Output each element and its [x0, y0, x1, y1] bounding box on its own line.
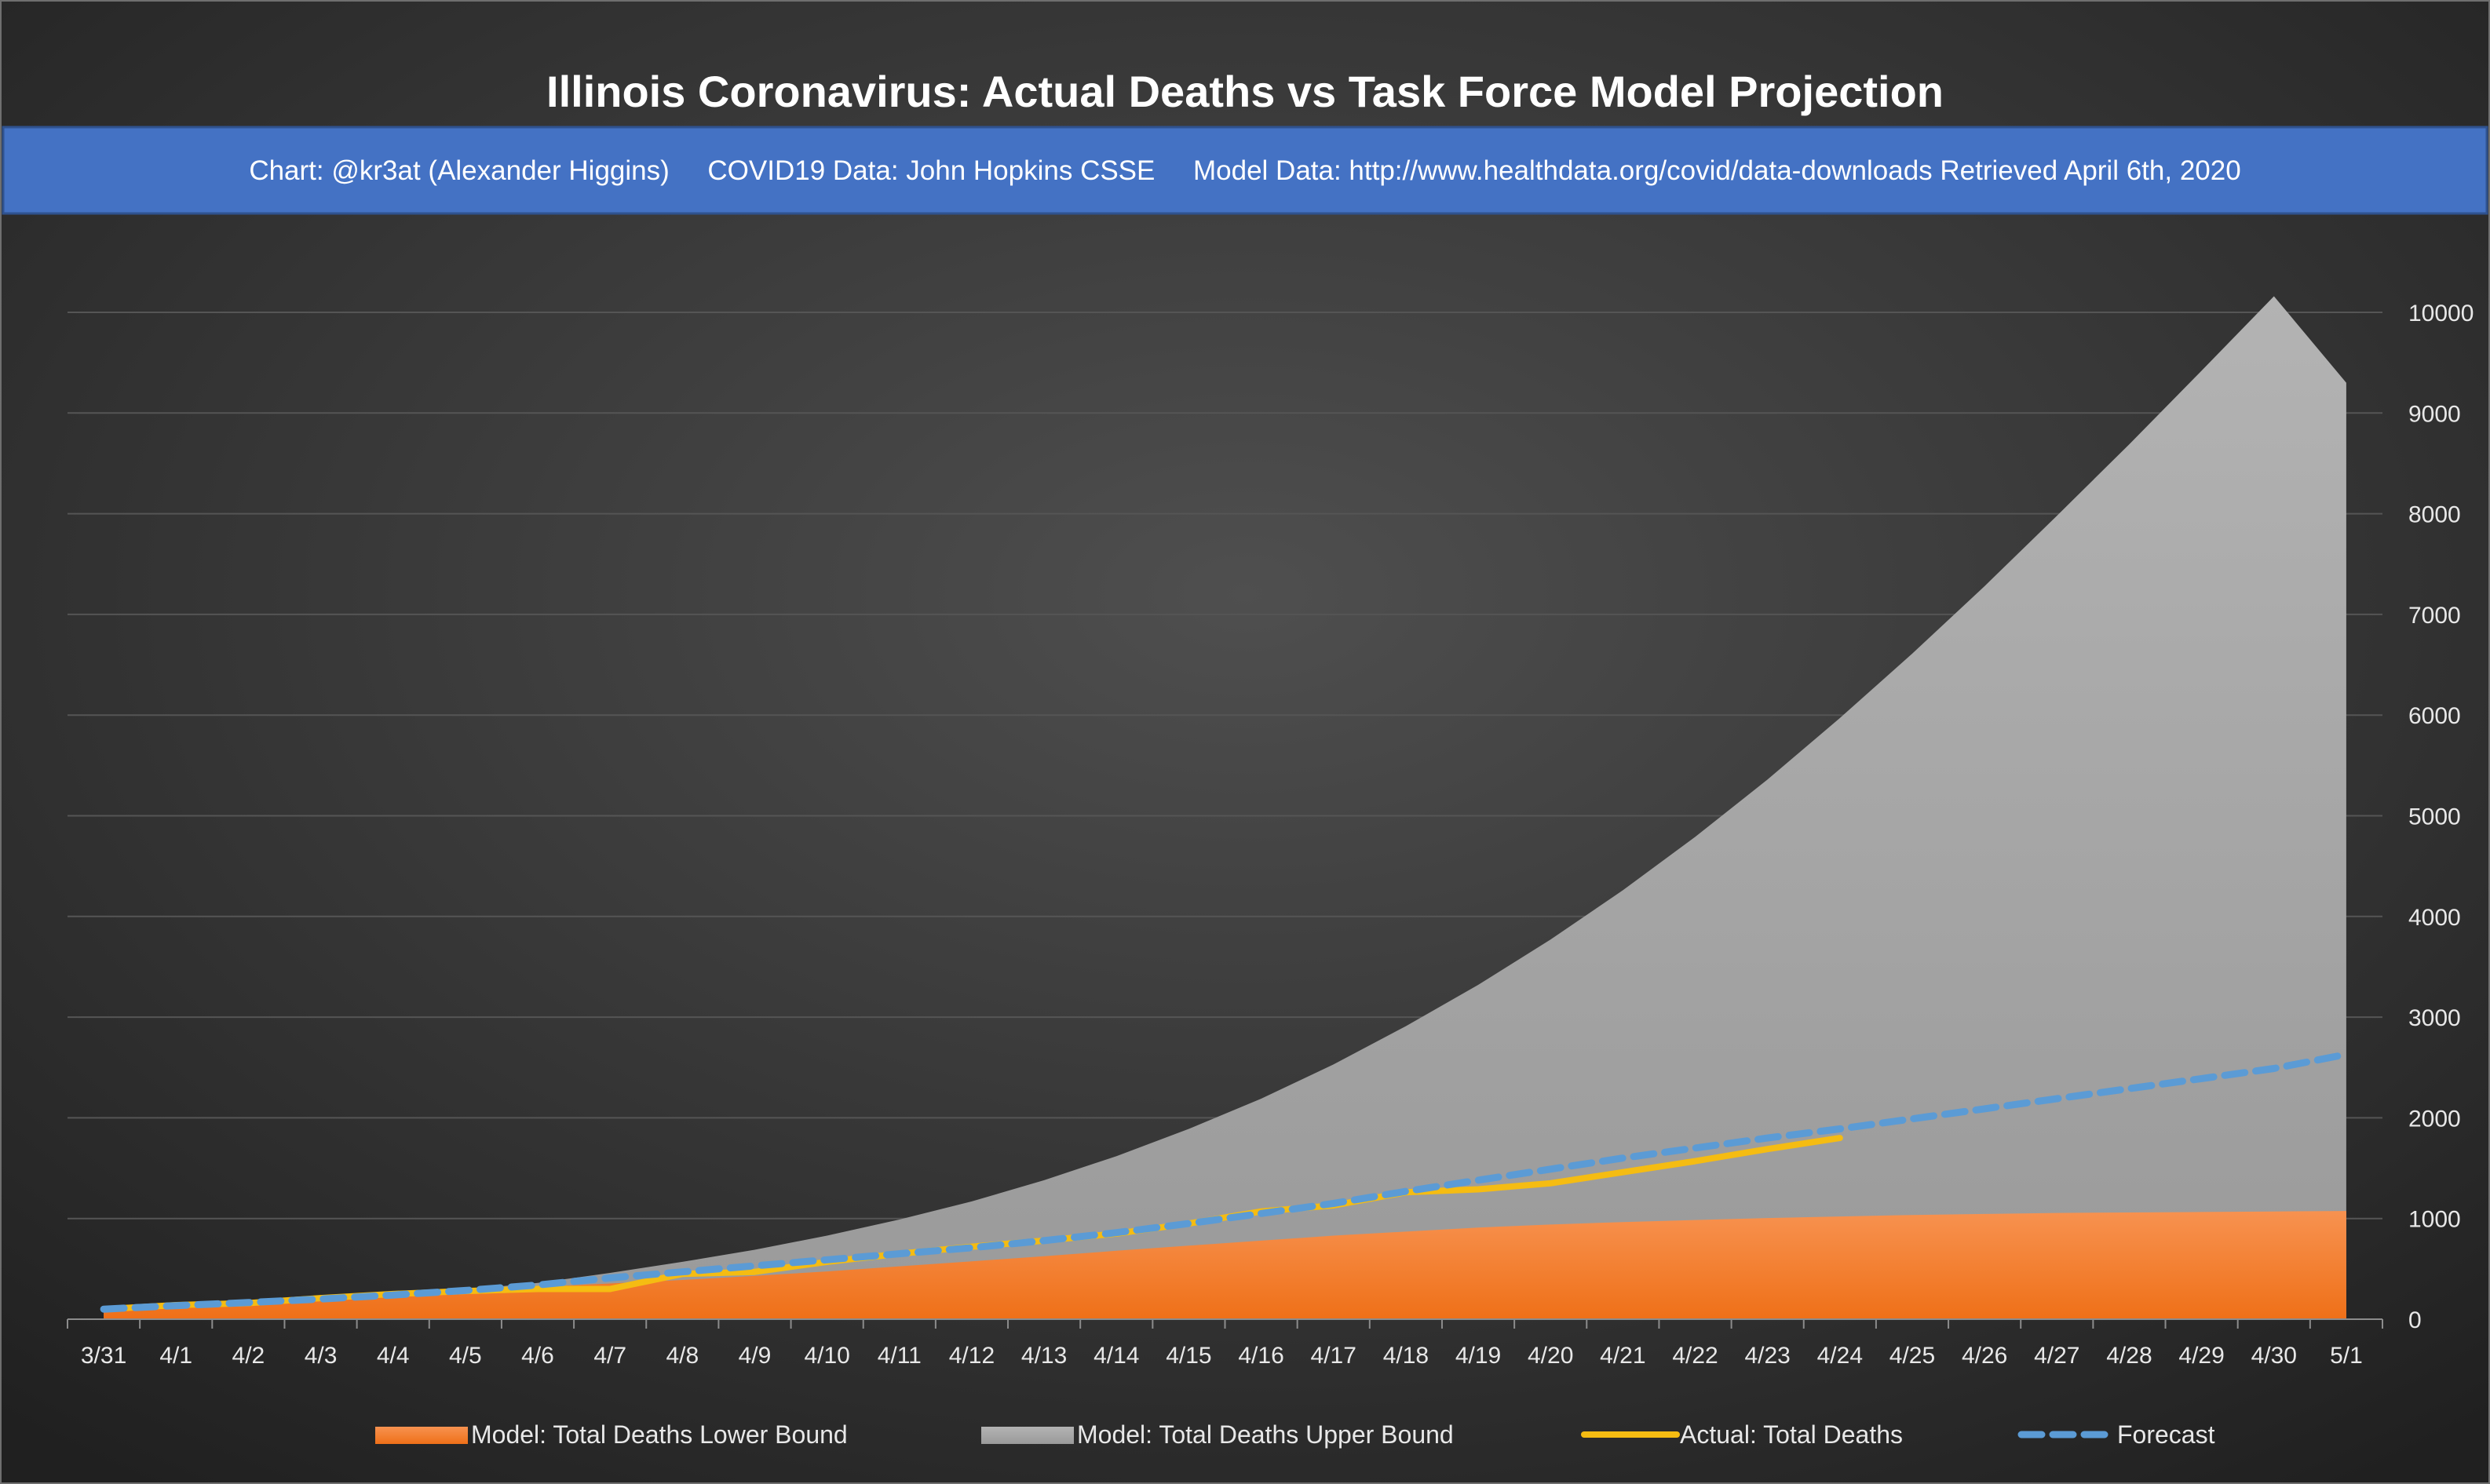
y-tick-label: 1000 [2408, 1207, 2461, 1233]
x-tick-label: 4/11 [878, 1343, 922, 1369]
legend-item-actual-total-deaths: Actual: Total Deaths [1581, 1420, 1903, 1449]
area-model-total-deaths-upper-bound [104, 296, 2346, 1319]
x-tick-label: 4/29 [2178, 1343, 2224, 1369]
y-tick-label: 8000 [2408, 502, 2461, 528]
y-tick-label: 6000 [2408, 703, 2461, 729]
legend-label: Model: Total Deaths Lower Bound [471, 1420, 848, 1449]
legend-item-model-total-deaths-lower-bound: Model: Total Deaths Lower Bound [375, 1420, 848, 1449]
x-tick-label: 4/24 [1817, 1343, 1863, 1369]
legend-label: Model: Total Deaths Upper Bound [1077, 1420, 1454, 1449]
x-tick-label: 4/8 [666, 1343, 699, 1369]
x-tick-label: 4/6 [521, 1343, 554, 1369]
y-tick-label: 3000 [2408, 1005, 2461, 1031]
x-tick-label: 4/18 [1383, 1343, 1429, 1369]
x-tick-label: 4/4 [377, 1343, 410, 1369]
line-forecast [100, 1051, 2350, 1313]
legend-swatch [375, 1427, 468, 1444]
area-layer [104, 296, 2346, 1319]
x-tick-label: 4/27 [2034, 1343, 2079, 1369]
x-tick-label: 4/19 [1455, 1343, 1501, 1369]
legend-swatch [981, 1427, 1074, 1444]
area-model-total-deaths-lower-bound [104, 1211, 2346, 1319]
y-tick-label: 0 [2408, 1307, 2422, 1333]
legend-item-model-total-deaths-upper-bound: Model: Total Deaths Upper Bound [981, 1420, 1454, 1449]
x-tick-label: 4/5 [449, 1343, 482, 1369]
x-tick-label: 4/2 [232, 1343, 265, 1369]
y-tick-label: 10000 [2408, 301, 2474, 326]
chart-subtitle: Chart: @kr3at (Alexander Higgins) COVID1… [249, 155, 2240, 186]
x-tick-label: 4/22 [1672, 1343, 1718, 1369]
x-tick-label: 4/25 [1889, 1343, 1935, 1369]
x-tick-label: 4/10 [804, 1343, 849, 1369]
x-tick-label: 4/9 [739, 1343, 772, 1369]
y-tick-label: 2000 [2408, 1106, 2461, 1132]
y-tick-label: 7000 [2408, 603, 2461, 629]
legend-item-forecast: Forecast [2017, 1420, 2215, 1449]
x-tick-label: 4/7 [593, 1343, 626, 1369]
x-tick-label: 4/20 [1528, 1343, 1573, 1369]
x-tick-label: 4/15 [1166, 1343, 1211, 1369]
line-layer [100, 1051, 2350, 1313]
x-tick-label: 4/30 [2251, 1343, 2297, 1369]
y-tick-label: 4000 [2408, 905, 2461, 931]
x-tick-label: 3/31 [81, 1343, 126, 1369]
x-tick-label: 4/16 [1238, 1343, 1283, 1369]
x-tick-label: 4/1 [159, 1343, 192, 1369]
y-tick-label: 9000 [2408, 401, 2461, 427]
x-tick-label: 4/26 [1962, 1343, 2007, 1369]
legend-label: Forecast [2117, 1420, 2215, 1449]
subtitle-banner [2, 126, 2488, 215]
axis-layer: 0 1000 2000 3000 4000 5000 6000 7000 8000 9000 100… [67, 301, 2474, 1369]
x-tick-label: 4/12 [949, 1343, 995, 1369]
x-tick-label: 4/13 [1021, 1343, 1067, 1369]
x-tick-label: 4/17 [1311, 1343, 1356, 1369]
x-tick-label: 5/1 [2330, 1343, 2363, 1369]
x-tick-label: 4/21 [1600, 1343, 1645, 1369]
x-tick-label: 4/23 [1744, 1343, 1790, 1369]
legend-label: Actual: Total Deaths [1680, 1420, 1903, 1449]
x-tick-label: 4/28 [2106, 1343, 2152, 1369]
x-tick-label: 4/14 [1093, 1343, 1139, 1369]
legend-layer: Model: Total Deaths Lower Bound Model: To… [375, 1420, 2215, 1449]
y-tick-label: 5000 [2408, 804, 2461, 830]
chart-title: Illinois Coronavirus: Actual Deaths vs T… [546, 67, 1944, 116]
x-tick-label: 4/3 [305, 1343, 338, 1369]
